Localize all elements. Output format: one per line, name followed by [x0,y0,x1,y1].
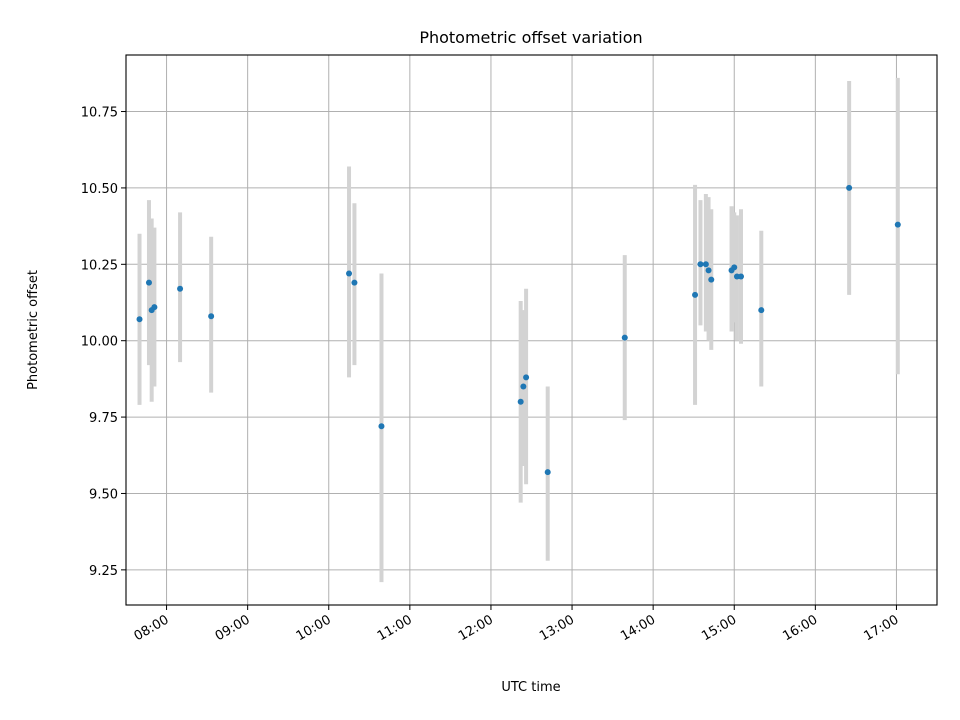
y-tick-label: 9.25 [89,564,118,579]
data-point [346,270,353,277]
data-point [351,279,358,286]
data-point [708,276,715,283]
x-tick-label: 10:00 [294,612,334,644]
data-point [702,261,709,268]
y-tick-label: 9.75 [89,411,118,426]
data-point [758,307,765,314]
y-axis-label: Photometric offset [26,270,41,390]
x-axis: 08:00 09:00 10:00 11:00 12:00 13:00 14:00 15:00… [132,605,902,644]
chart-title: Photometric offset variation [419,28,642,47]
x-tick-label: 16:00 [780,612,820,644]
data-point [145,279,152,286]
x-axis-label: UTC time [501,680,560,695]
x-tick-label: 09:00 [213,612,253,644]
data-point [692,291,699,298]
data-point [738,273,745,280]
data-point [523,374,530,381]
y-tick-label: 9.50 [89,487,118,502]
y-axis: 9.25 9.50 9.75 10.00 10.25 10.50 10.75 [81,106,126,579]
y-tick-label: 10.50 [81,182,118,197]
data-point [136,316,143,323]
data-points [136,184,901,476]
data-point [731,264,738,271]
x-tick-label: 13:00 [537,612,577,644]
x-tick-label: 11:00 [375,612,415,644]
data-point [151,304,158,311]
data-point [846,184,853,191]
data-point [705,267,712,274]
x-tick-label: 12:00 [456,612,496,644]
y-tick-label: 10.75 [81,106,118,121]
data-point [177,285,184,292]
data-point [378,423,385,430]
x-tick-label: 15:00 [699,612,739,644]
x-tick-label: 08:00 [132,612,172,644]
data-point [208,313,215,320]
y-tick-label: 10.25 [81,258,118,273]
data-point [517,398,524,405]
x-tick-label: 17:00 [862,612,902,644]
data-point [894,221,901,228]
y-tick-label: 10.00 [81,335,118,350]
data-point [520,383,527,390]
x-tick-label: 14:00 [618,612,658,644]
data-point [697,261,704,268]
data-point [544,469,551,476]
plot-area [126,55,937,605]
data-point [621,334,628,341]
plot-frame [125,54,938,606]
